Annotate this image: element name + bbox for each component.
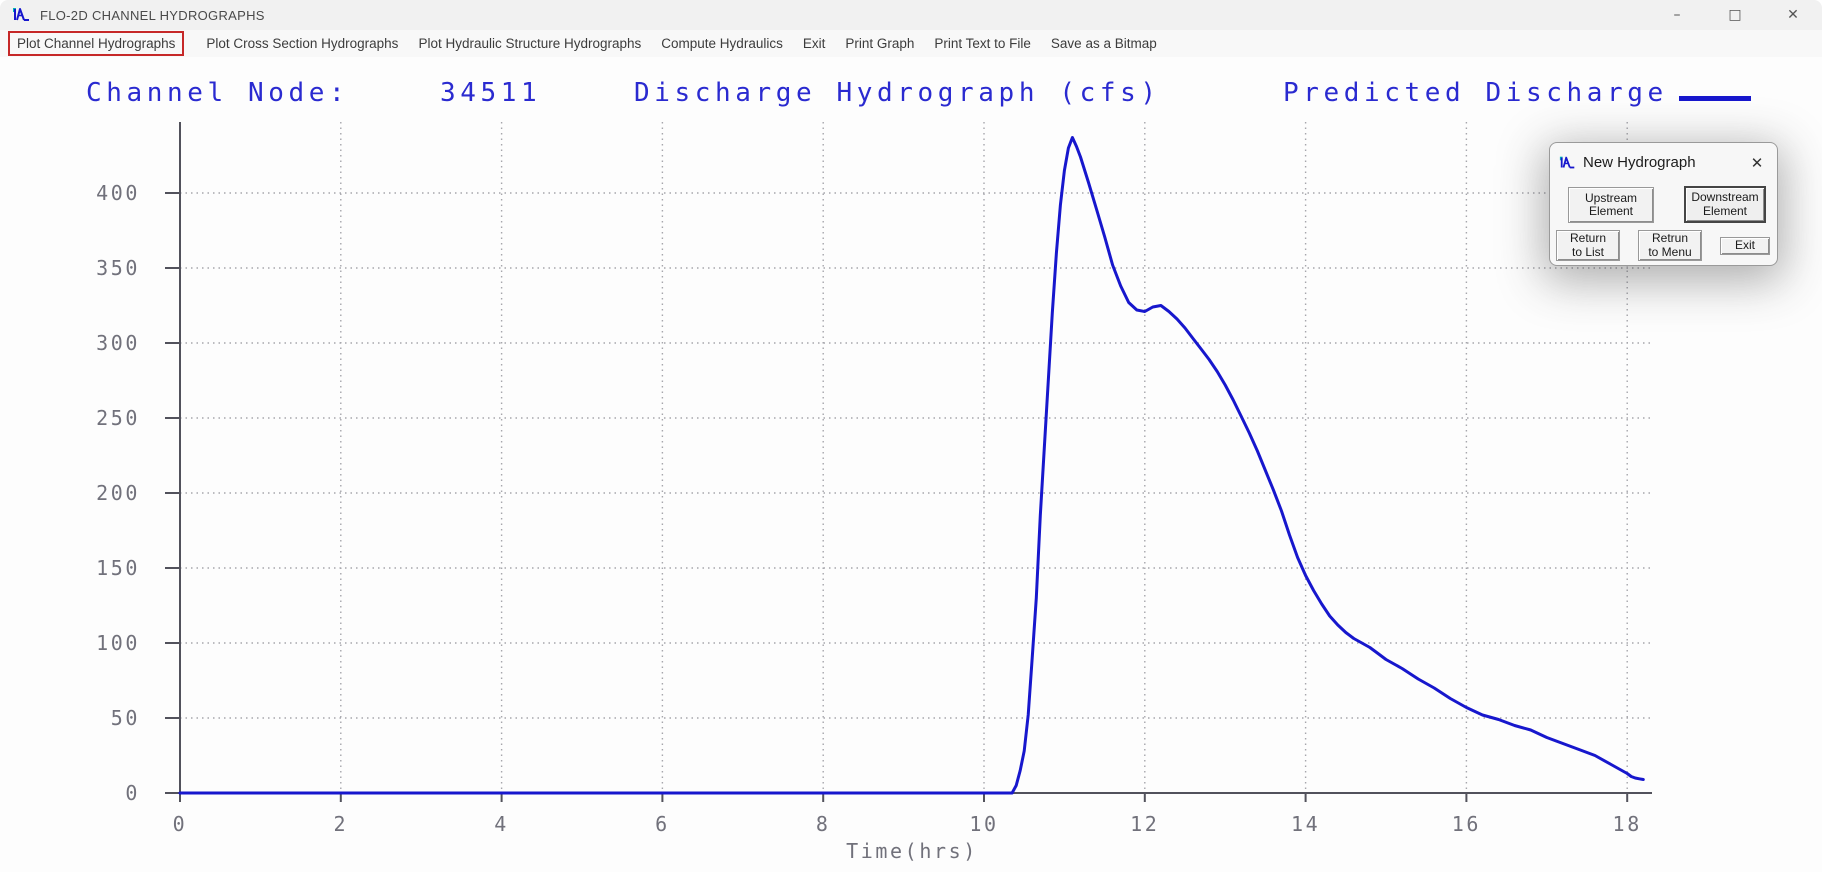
- svg-text:10: 10: [969, 812, 998, 836]
- svg-text:8: 8: [816, 812, 831, 836]
- svg-text:6: 6: [655, 812, 670, 836]
- exit-line1: Exit: [1734, 238, 1755, 253]
- menu-compute-hydraulics[interactable]: Compute Hydraulics: [661, 36, 783, 51]
- svg-text:18: 18: [1613, 812, 1642, 836]
- svg-text:14: 14: [1291, 812, 1320, 836]
- return-menu-line1: Retrun: [1651, 231, 1689, 245]
- upstream-line1: Upstream: [1584, 190, 1637, 205]
- maximize-button[interactable]: □: [1706, 0, 1764, 30]
- svg-text:200: 200: [96, 481, 140, 505]
- minimize-button[interactable]: –: [1648, 0, 1706, 30]
- svg-text:250: 250: [96, 406, 140, 430]
- svg-text:300: 300: [96, 331, 140, 355]
- titlebar: FLO-2D CHANNEL HYDROGRAPHS – □ ✕: [0, 0, 1822, 30]
- dialog-close-icon[interactable]: ✕: [1746, 152, 1768, 174]
- menu-plot-cross-section-hydrographs[interactable]: Plot Cross Section Hydrographs: [206, 36, 399, 51]
- svg-text:0: 0: [173, 812, 188, 836]
- return-list-line2: to List: [1571, 244, 1604, 259]
- svg-text:150: 150: [96, 556, 140, 580]
- menu-exit[interactable]: Exit: [802, 36, 826, 51]
- svg-text:2: 2: [333, 812, 348, 836]
- return-list-line1: Return: [1569, 231, 1607, 245]
- svg-text:16: 16: [1452, 812, 1481, 836]
- downstream-line2: Element: [1702, 203, 1748, 218]
- svg-text:50: 50: [111, 706, 140, 730]
- svg-text:100: 100: [96, 631, 140, 655]
- svg-text:4: 4: [494, 812, 509, 836]
- svg-text:Time(hrs): Time(hrs): [846, 839, 978, 863]
- return-menu-line2: to Menu: [1648, 244, 1692, 259]
- menu-plot-hydraulic-structure-hydrographs[interactable]: Plot Hydraulic Structure Hydrographs: [418, 36, 642, 51]
- downstream-line1: Downstream: [1691, 190, 1759, 204]
- menu-save-as-bitmap[interactable]: Save as a Bitmap: [1050, 36, 1157, 51]
- menu-print-text-to-file[interactable]: Print Text to File: [934, 36, 1031, 51]
- svg-text:12: 12: [1130, 812, 1159, 836]
- window-controls: – □ ✕: [1648, 0, 1822, 30]
- menu-plot-channel-hydrographs[interactable]: Plot Channel Hydrographs: [8, 31, 185, 56]
- new-hydrograph-dialog: New Hydrograph ✕ Upstream Element Downst…: [1549, 142, 1778, 266]
- window-title: FLO-2D CHANNEL HYDROGRAPHS: [40, 7, 265, 23]
- svg-text:400: 400: [96, 181, 140, 205]
- app-icon: [13, 8, 29, 21]
- upstream-line2: Element: [1588, 204, 1634, 218]
- svg-text:0: 0: [125, 781, 140, 805]
- close-button[interactable]: ✕: [1764, 0, 1822, 30]
- hydrograph-icon: [1559, 156, 1575, 169]
- menubar: Plot Channel Hydrographs Plot Cross Sect…: [0, 30, 1822, 57]
- dialog-titlebar: New Hydrograph ✕: [1550, 143, 1777, 181]
- return-to-menu-button[interactable]: Retrun to Menu: [1638, 230, 1702, 261]
- downstream-element-button[interactable]: Downstream Element: [1684, 186, 1766, 223]
- svg-text:350: 350: [96, 256, 140, 280]
- exit-button[interactable]: Exit: [1720, 237, 1770, 255]
- menu-print-graph[interactable]: Print Graph: [845, 36, 915, 51]
- upstream-element-button[interactable]: Upstream Element: [1568, 187, 1654, 223]
- return-to-list-button[interactable]: Return to List: [1556, 230, 1620, 261]
- dialog-title: New Hydrograph: [1583, 154, 1696, 171]
